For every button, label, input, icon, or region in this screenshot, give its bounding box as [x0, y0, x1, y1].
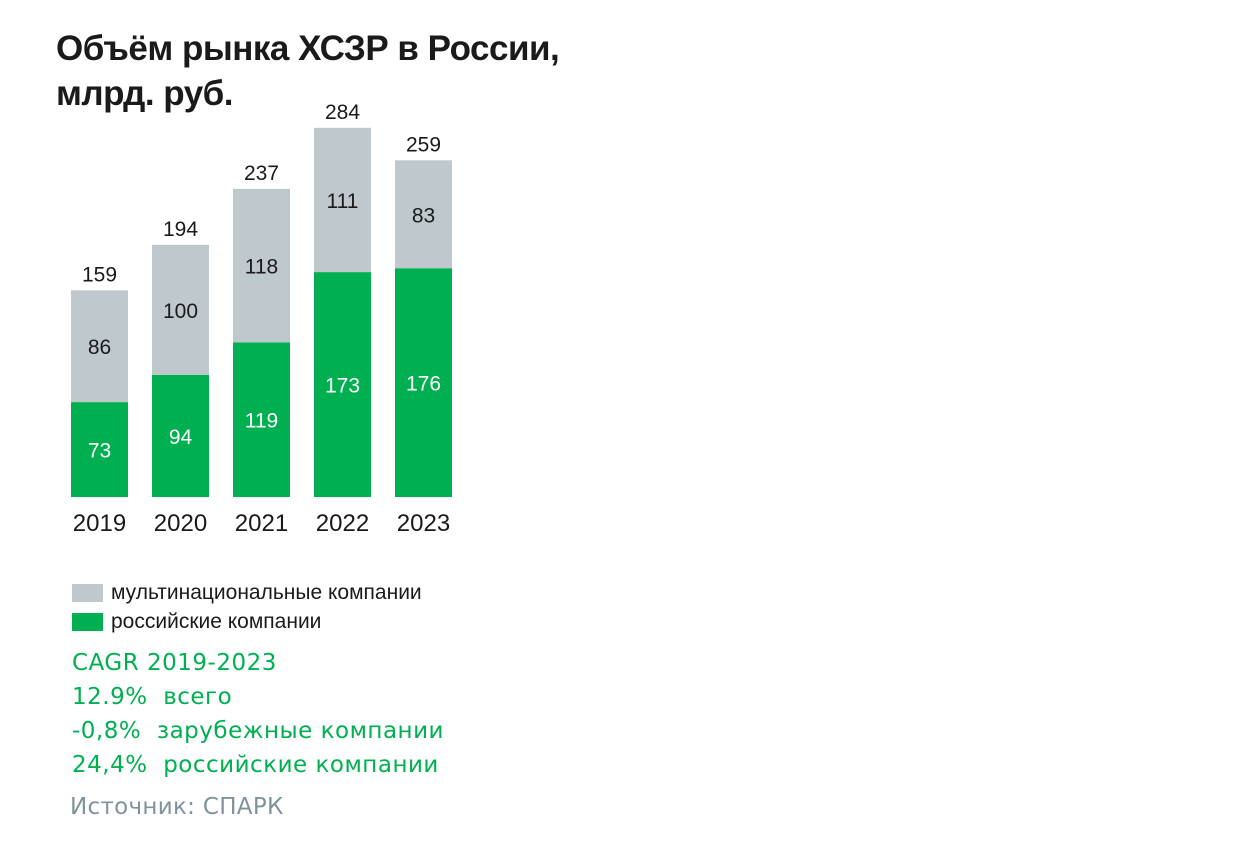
bar-russian-2022 [314, 272, 371, 497]
legend-label-multinational: мультинациональные компании [111, 580, 422, 604]
legend-swatch-russian [72, 612, 103, 631]
data-label-multinational-2023: 83 [412, 204, 435, 227]
total-label-2020: 194 [163, 218, 198, 241]
data-label-multinational-2022: 111 [327, 190, 359, 213]
total-label-2019: 159 [82, 263, 117, 286]
bar-multinational-2019 [71, 290, 128, 403]
total-label-2023: 259 [406, 133, 441, 156]
data-label-russian-2020: 94 [169, 426, 193, 449]
data-label-multinational-2021: 118 [245, 256, 278, 279]
data-label-multinational-2020: 100 [163, 300, 198, 323]
total-label-2021: 237 [244, 162, 279, 185]
legend-swatch-multinational [72, 583, 103, 602]
bar-multinational-2023 [395, 160, 452, 269]
bar-multinational-2021 [233, 188, 290, 343]
data-label-russian-2019: 73 [88, 440, 111, 463]
x-tick-label-2020: 2020 [154, 510, 207, 537]
bar-russian-2019 [71, 402, 128, 497]
bar-multinational-2022 [314, 127, 371, 273]
x-tick-label-2022: 2022 [316, 510, 369, 537]
cagr-russian: 24,4% российские компании [72, 752, 439, 778]
legend-label-russian: российские компании [111, 609, 322, 633]
data-label-russian-2022: 173 [325, 375, 360, 398]
stacked-bar-chart: 73 86 159 2019 94 100 194 2020 119 118 237 2021 173 1… [71, 101, 452, 537]
cagr-foreign: -0,8% зарубежные компании [72, 718, 444, 744]
bar-multinational-2020 [152, 244, 209, 375]
source-note: Источник: СПАРК [70, 794, 284, 820]
cagr-block: CAGR 2019-2023 12.9% всего -0,8% зарубеж… [72, 646, 444, 782]
data-label-russian-2021: 119 [245, 410, 278, 433]
x-tick-label-2023: 2023 [397, 510, 450, 537]
x-tick-label-2019: 2019 [73, 510, 126, 537]
total-label-2022: 284 [325, 101, 360, 124]
legend-item-multinational: мультинациональные компании [72, 578, 422, 607]
bar-russian-2020 [152, 374, 209, 497]
data-label-multinational-2019: 86 [88, 336, 111, 359]
bar-russian-2021 [233, 342, 290, 497]
bar-russian-2023 [395, 268, 452, 497]
legend-item-russian: российские компании [72, 607, 422, 636]
chart-title: Объём рынка ХСЗР в России, млрд. руб. [56, 29, 560, 113]
cagr-total: 12.9% всего [72, 684, 233, 710]
data-label-russian-2023: 176 [406, 373, 441, 396]
cagr-heading: CAGR 2019-2023 [72, 650, 277, 676]
legend: мультинациональные компании российские к… [72, 578, 422, 636]
x-tick-label-2021: 2021 [235, 510, 288, 537]
